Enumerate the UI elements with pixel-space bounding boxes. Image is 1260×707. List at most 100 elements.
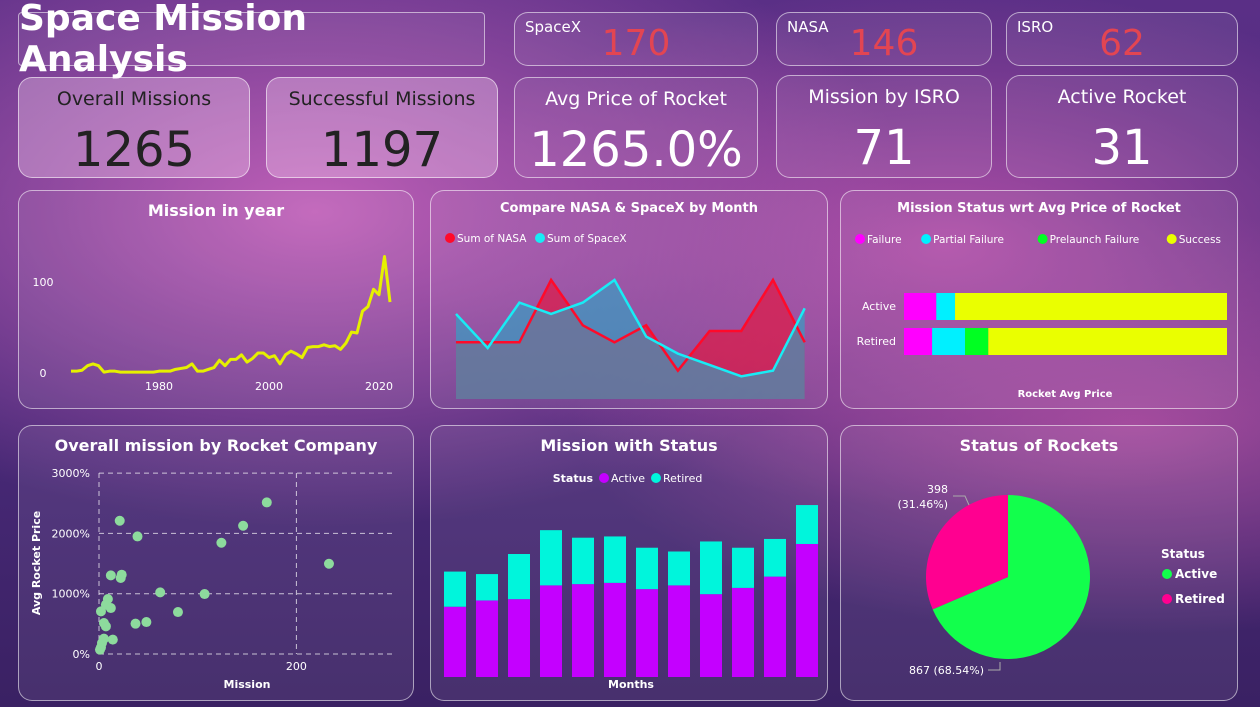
scatter-point [105,603,116,614]
bar-active [668,585,690,677]
y-tick-label: 3000% [52,467,90,480]
bar-retired [604,536,626,583]
bar-active [572,584,594,677]
legend-marker [1037,234,1048,244]
legend-marker [651,473,661,483]
stacked-bar-chart: Failure Partial Failure Prelaunch Failure S… [855,234,1227,400]
mission-status-month-panel: Mission with Status Status Active Retired M… [430,425,828,701]
card-value: 170 [601,23,671,64]
slice-label: 867 (68.54%) [909,664,984,677]
mission-line [71,255,392,374]
y-axis-title: Avg Rocket Price [30,511,43,615]
card-value: 146 [849,23,919,64]
legend-label: Prelaunch Failure [1050,234,1140,246]
bar-active [764,576,786,677]
legend-label: Active [1175,567,1217,581]
chart-title: Status of Rockets [959,436,1119,455]
x-tick-label: 2020 [365,380,393,393]
dashboard-title: Space Mission Analysis [18,0,485,80]
chart-title: Mission Status wrt Avg Price of Rocket [897,201,1181,216]
chart-title: Mission in year [147,201,285,220]
bar-retired [764,538,786,577]
rocket-company-panel: Overall mission by Rocket Company 0% 1000… [18,425,414,701]
slice-label: (31.46%) [897,498,948,511]
legend-marker [1162,569,1172,579]
bar-retired [540,530,562,586]
label-leader [953,495,970,506]
card-label: SpaceX [525,18,581,36]
avg-price-card: Avg Price of Rocket 1265.0% [514,77,758,178]
chart-title: Mission with Status [540,436,718,455]
category-label: Retired [857,335,896,348]
legend-marker [921,234,932,244]
pie-slice-retired [926,495,1008,610]
x-axis-title: Rocket Avg Price [1018,389,1113,400]
active-rocket-card: Active Rocket 31 [1006,75,1238,178]
isro-card: ISRO 62 [1006,12,1238,66]
legend-label: Active [611,472,645,485]
isro-missions-card: Mission by ISRO 71 [776,75,992,178]
bar-retired [668,551,690,586]
bar-retired [796,505,818,544]
scatter-point [100,621,111,632]
category-label: Active [862,300,896,313]
kpi-label: Active Rocket [1057,86,1187,108]
scatter-point [172,607,183,618]
scatter-point [216,537,227,548]
y-tick-label: 100 [33,276,54,289]
x-tick-label: 2000 [255,380,283,393]
kpi-value: 1197 [320,122,444,178]
kpi-label: Successful Missions [288,88,476,110]
bar-active [508,599,530,677]
card-value: 62 [1099,23,1145,64]
chart-title: Compare NASA & SpaceX by Month [499,201,758,216]
kpi-label: Overall Missions [56,88,212,110]
nasa-card: NASA 146 [776,12,992,66]
bar-retired [572,537,594,585]
card-label: ISRO [1017,18,1054,36]
bar-active [444,606,466,677]
nasa-spacex-panel: Compare NASA & SpaceX by Month Sum of NA… [430,190,828,409]
scatter-point [141,617,152,628]
y-tick-label: 2000% [52,527,90,540]
mission-in-year-panel: Mission in year 0 100 1980 2000 2020 [18,190,414,409]
legend-label: Sum of NASA [457,233,527,245]
scatter-point [94,644,105,655]
slice-label: 398 [927,483,948,496]
bar-active [540,585,562,677]
bar-segment [904,293,937,320]
column-chart: Status Active Retired Months [444,472,818,691]
chart-title: Overall mission by Rocket Company [54,436,378,455]
mission-status-panel: Mission Status wrt Avg Price of Rocket F… [840,190,1238,409]
bar-segment [904,328,933,355]
kpi-value: 31 [1091,120,1153,176]
scatter-point [115,573,126,584]
legend-label: Sum of SpaceX [547,233,627,245]
legend-marker [1166,234,1177,244]
bar-segment [932,328,966,355]
bar-active [796,543,818,677]
bar-active [476,600,498,677]
legend-title: Status [553,472,594,485]
scatter-point [95,606,106,617]
scatter-point [199,589,210,600]
pie-slice-active [932,495,1090,659]
scatter-point [114,515,125,526]
legend-label: Retired [1175,592,1225,606]
kpi-label: Mission by ISRO [808,86,960,108]
legend-title: Status [1161,547,1205,561]
legend-marker [535,233,545,243]
legend-marker [1162,594,1172,604]
legend-label: Success [1179,234,1221,246]
spacex-card: SpaceX 170 [514,12,758,66]
bar-segment [965,328,989,355]
scatter-point [261,497,272,508]
legend-marker [599,473,609,483]
legend-label: Retired [663,472,702,485]
legend-marker [855,234,865,244]
kpi-label: Avg Price of Rocket [545,88,727,110]
scatter-point [323,558,334,569]
scatter-chart: 0% 1000% 2000% 3000% 0 200 Mission Avg Rocket P… [30,467,392,691]
kpi-value: 1265.0% [529,122,743,178]
pie-chart: 398 (31.46%) 867 (68.54%) Status Active Retir… [897,483,1225,677]
